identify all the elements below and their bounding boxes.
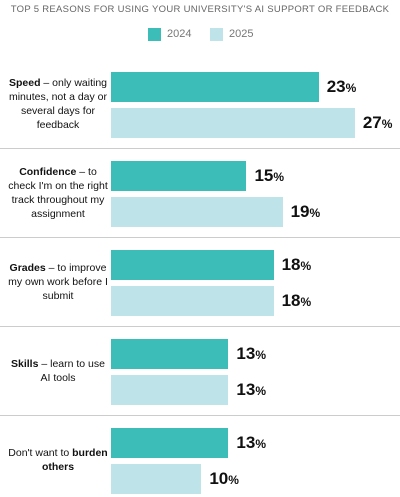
bar <box>111 286 274 316</box>
category-label: Speed – only waiting minutes, not a day … <box>6 76 110 132</box>
separator <box>0 326 400 327</box>
value-label: 27% <box>362 113 393 132</box>
value-label: 13% <box>236 433 266 452</box>
category-label-part: Grades <box>9 262 46 274</box>
separator <box>0 148 400 149</box>
chart-title: TOP 5 REASONS FOR USING YOUR UNIVERSITY'… <box>10 4 390 15</box>
bar <box>111 197 283 227</box>
category-label: Don't want to burden others <box>6 446 110 474</box>
value-label: 18% <box>281 291 312 310</box>
category-label-part: Skills <box>11 358 39 370</box>
value-label: 23% <box>326 77 357 96</box>
legend-swatch <box>210 28 223 41</box>
category-label-part: – only waiting minutes, not a day or sev… <box>8 77 108 131</box>
category-label-part: Speed <box>8 77 41 89</box>
category-label-part: – to check I'm on the right track throug… <box>8 166 108 220</box>
value-label: 13% <box>236 380 266 399</box>
bar <box>111 464 202 494</box>
value-label: 13% <box>236 344 266 363</box>
value-label: 15% <box>254 166 285 185</box>
category-label-part: burden others <box>41 447 108 473</box>
category-label: Grades – to improve my own work before I… <box>6 261 110 303</box>
bar <box>111 375 229 405</box>
value-label: 10% <box>209 469 239 488</box>
separator <box>0 415 400 416</box>
bar <box>111 428 229 458</box>
legend-label: 2025 <box>229 28 254 40</box>
bar <box>111 72 319 102</box>
category-label-part: Confidence <box>19 166 77 178</box>
category-label-part: Don't want to <box>8 447 73 459</box>
bar <box>111 108 355 138</box>
legend-swatch <box>148 28 161 41</box>
value-label: 19% <box>290 202 321 221</box>
bar <box>111 161 247 191</box>
category-label: Confidence – to check I'm on the right t… <box>6 165 110 221</box>
bar <box>111 250 274 280</box>
value-label: 18% <box>281 255 312 274</box>
category-label-part: – learn to use AI tools <box>38 358 105 384</box>
category-label-part: – to improve my own work before I submit <box>8 262 108 302</box>
legend-label: 2024 <box>167 28 192 40</box>
category-label: Skills – learn to use AI tools <box>6 357 110 385</box>
bar <box>111 339 229 369</box>
separator <box>0 237 400 238</box>
